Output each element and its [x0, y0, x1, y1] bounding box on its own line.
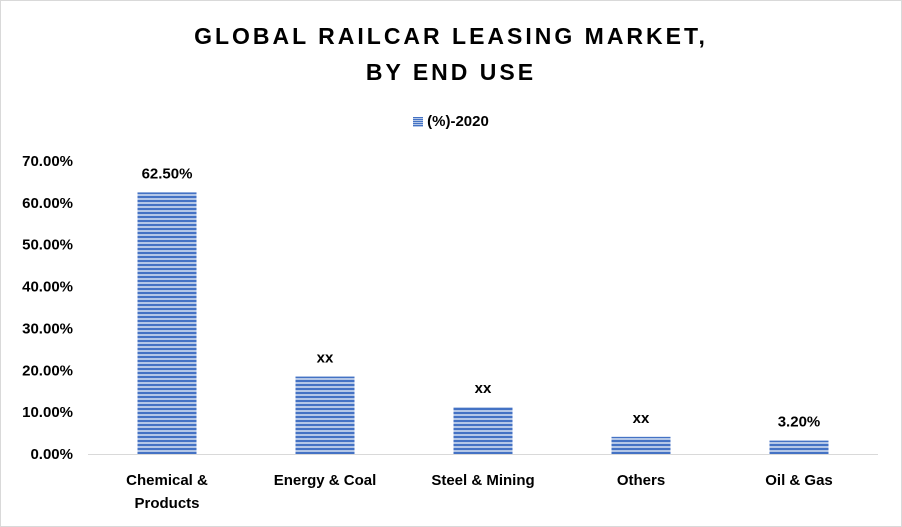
bar [769, 440, 829, 454]
y-tick-label: 0.00% [30, 446, 73, 463]
chart-title-line-2: BY END USE [365, 59, 537, 85]
bar [137, 192, 197, 454]
bar [453, 407, 513, 454]
y-tick-label: 20.00% [22, 362, 73, 379]
legend: (%)-2020 [0, 113, 902, 130]
x-tick-label: Others [617, 472, 665, 489]
y-tick-label: 30.00% [22, 320, 73, 337]
x-tick-label: Energy & Coal [274, 472, 377, 489]
data-label: xx [633, 410, 650, 427]
bar [295, 376, 355, 454]
x-tick-label: Chemical & [126, 472, 208, 489]
data-label: xx [317, 350, 334, 367]
y-tick-label: 50.00% [22, 237, 73, 254]
legend-label: (%)-2020 [427, 113, 489, 130]
y-tick-label: 70.00% [22, 153, 73, 170]
x-tick-label: Products [134, 495, 199, 512]
data-label: xx [475, 380, 492, 397]
x-tick-label: Oil & Gas [765, 472, 833, 489]
y-tick-label: 60.00% [22, 195, 73, 212]
legend-swatch [413, 117, 424, 127]
data-label: 3.20% [778, 414, 821, 431]
chart-title-line-1: GLOBAL RAILCAR LEASING MARKET, [194, 23, 708, 49]
bar [611, 436, 671, 454]
x-tick-label: Steel & Mining [431, 472, 534, 489]
y-tick-label: 10.00% [22, 404, 73, 421]
y-tick-label: 40.00% [22, 279, 73, 296]
data-label: 62.50% [142, 165, 193, 182]
